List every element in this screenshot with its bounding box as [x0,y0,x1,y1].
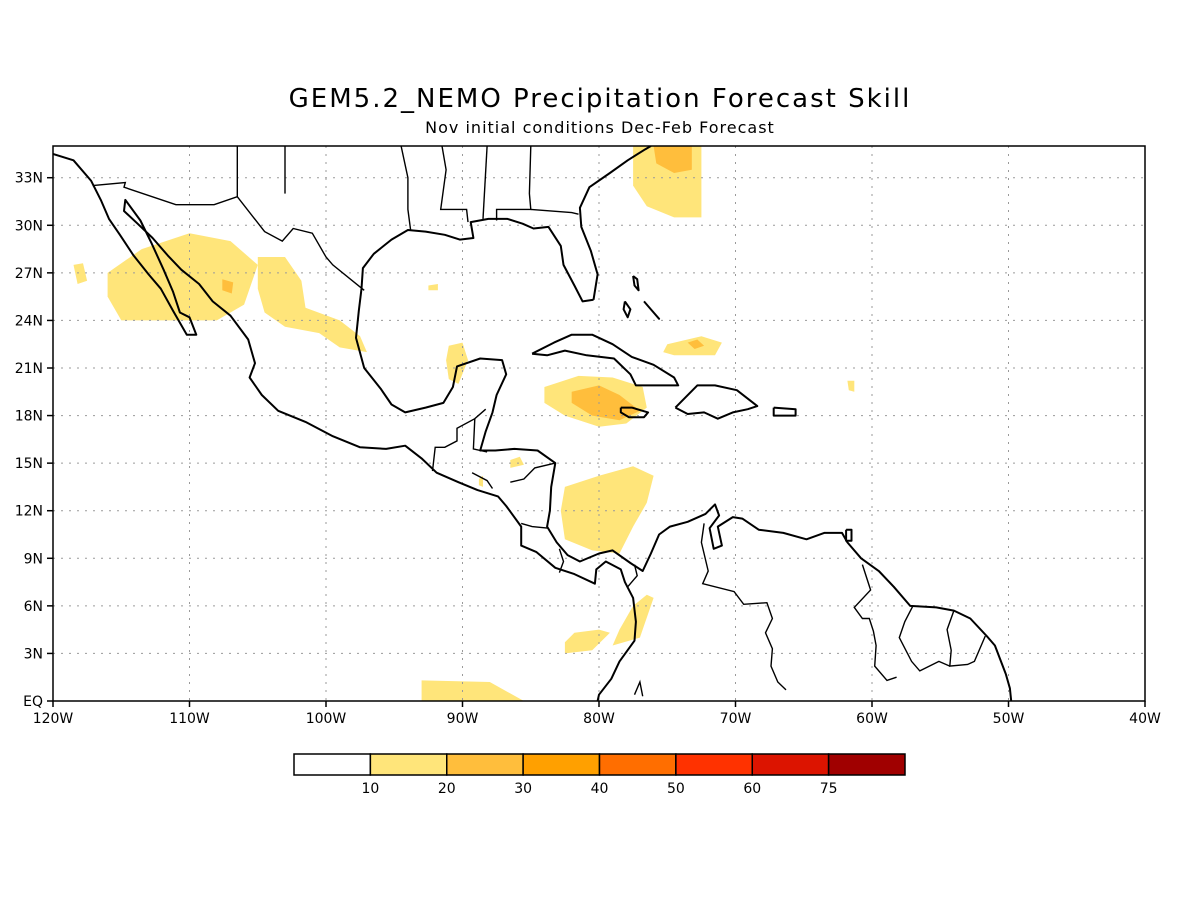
skill-region-level-2 [571,385,640,421]
lat-tick-label: 9N [24,551,43,567]
lon-tick-label: 40W [1129,711,1161,727]
skill-region-level-1 [847,380,855,392]
skill-region-level-1 [107,233,258,321]
skill-region-level-1 [428,284,438,291]
country-border [92,181,365,291]
legend-label: 30 [514,781,532,797]
legend-label: 60 [743,781,761,797]
lat-tick-label: 21N [15,361,43,377]
political-borders [92,146,986,697]
lon-tick-label: 70W [720,711,752,727]
country-border [510,462,556,483]
coastline [674,384,759,420]
lon-tick-label: 50W [993,711,1025,727]
skill-region-level-1 [446,342,468,384]
coastline [643,300,661,320]
legend-swatch [369,753,448,776]
axis-ticks [47,176,1146,707]
legend-swatch [675,753,753,776]
legend-label: 75 [820,781,838,797]
country-border [627,564,638,588]
lon-tick-label: 110W [169,711,210,727]
lat-tick-label: 33N [15,171,43,187]
lon-tick-label: 80W [583,711,615,727]
coastline [632,275,640,292]
map-title: GEM5.2_NEMO Precipitation Forecast Skill [288,84,912,114]
longitude-labels: 120W 110W 100W 90W 80W 70W 60W 50W 40W [33,711,1161,727]
lat-tick-label: 6N [24,599,43,615]
lat-tick-label: 12N [15,504,43,520]
skill-region-level-2 [653,146,692,173]
lat-tick-label: EQ [23,694,43,710]
legend-label: 20 [438,781,456,797]
legend-swatch [598,753,677,776]
skill-region-level-1 [257,257,367,353]
skill-region-level-1 [560,466,654,554]
coastline [355,217,1013,701]
coastline [53,152,637,701]
coastline [578,146,652,300]
skill-region-level-2 [687,339,705,349]
country-border [530,208,579,215]
coastline [845,528,853,542]
skill-region-level-1 [510,456,524,468]
lat-tick-label: 15N [15,456,43,472]
coastline [619,406,650,419]
lat-tick-label: 30N [15,218,43,234]
country-border [482,146,488,219]
lon-tick-label: 100W [306,711,347,727]
skill-region-level-1 [612,594,654,646]
skill-shading-layer [73,146,855,701]
legend-label: 10 [361,781,379,797]
lat-tick-label: 18N [15,409,43,425]
country-border [946,610,986,667]
country-border [439,146,469,223]
legend-swatch [446,753,524,776]
coastline [622,300,632,319]
legend-swatch [293,753,372,776]
skill-region-level-1 [564,629,610,654]
gridlines [53,146,1145,701]
coastlines [53,146,1013,701]
latitude-labels: EQ 3N 6N 9N 12N 15N 18N 21N 24N 27N 30N 33N [15,171,43,710]
lon-tick-label: 120W [33,711,74,727]
color-legend: 10 20 30 40 50 60 75 [293,753,906,797]
country-border [633,679,644,697]
lat-tick-label: 27N [15,266,43,282]
lon-tick-label: 60W [856,711,888,727]
lat-tick-label: 24N [15,313,43,329]
country-border [495,146,532,221]
country-border [431,408,487,472]
skill-region-level-2 [222,279,234,294]
skill-region-level-1 [73,263,88,284]
legend-label: 50 [667,781,685,797]
country-border [898,605,951,672]
country-border [400,146,412,231]
legend-swatch [522,753,601,776]
legend-label: 40 [591,781,609,797]
coastline [531,333,680,387]
country-border [471,472,494,489]
skill-region-level-1 [421,680,524,701]
coastline [772,406,797,417]
country-border [853,564,897,682]
legend-swatch [827,753,906,776]
country-border [521,522,549,529]
lon-tick-label: 90W [447,711,479,727]
country-border [700,523,787,691]
map-subtitle: Nov initial conditions Dec-Feb Forecast [425,118,775,137]
legend-swatch [751,753,830,776]
lat-tick-label: 3N [24,646,43,662]
